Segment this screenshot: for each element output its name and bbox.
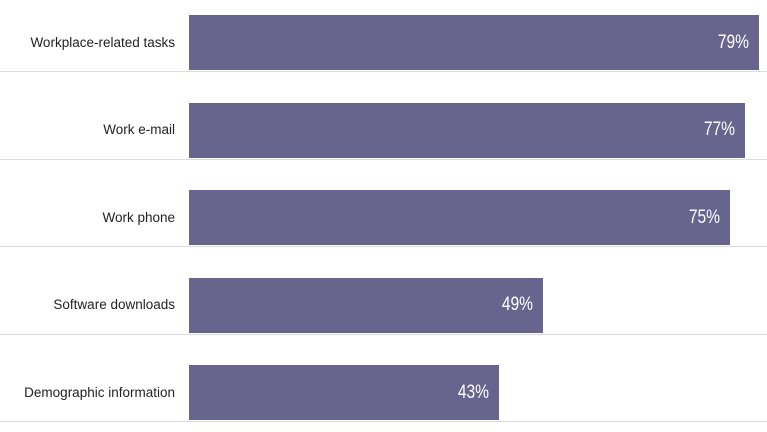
category-label: Workplace-related tasks — [30, 34, 175, 50]
category-label: Software downloads — [53, 297, 175, 312]
row-divider — [0, 421, 767, 422]
value-label: 75% — [688, 206, 721, 228]
bar — [189, 190, 731, 245]
bar — [189, 365, 500, 420]
bar — [189, 277, 543, 333]
bar — [189, 15, 759, 70]
category-label: Work phone — [102, 209, 175, 225]
row-divider — [0, 333, 767, 335]
value-label: 79% — [717, 31, 749, 53]
value-label: 49% — [501, 294, 533, 315]
value-label: 77% — [703, 119, 735, 140]
row-divider — [0, 158, 767, 160]
value-label: 43% — [458, 381, 490, 403]
category-label: Demographic information — [24, 384, 175, 400]
bar — [189, 102, 745, 158]
category-label: Work e-mail — [103, 122, 175, 137]
row-divider — [0, 71, 767, 72]
row-divider — [0, 246, 767, 247]
